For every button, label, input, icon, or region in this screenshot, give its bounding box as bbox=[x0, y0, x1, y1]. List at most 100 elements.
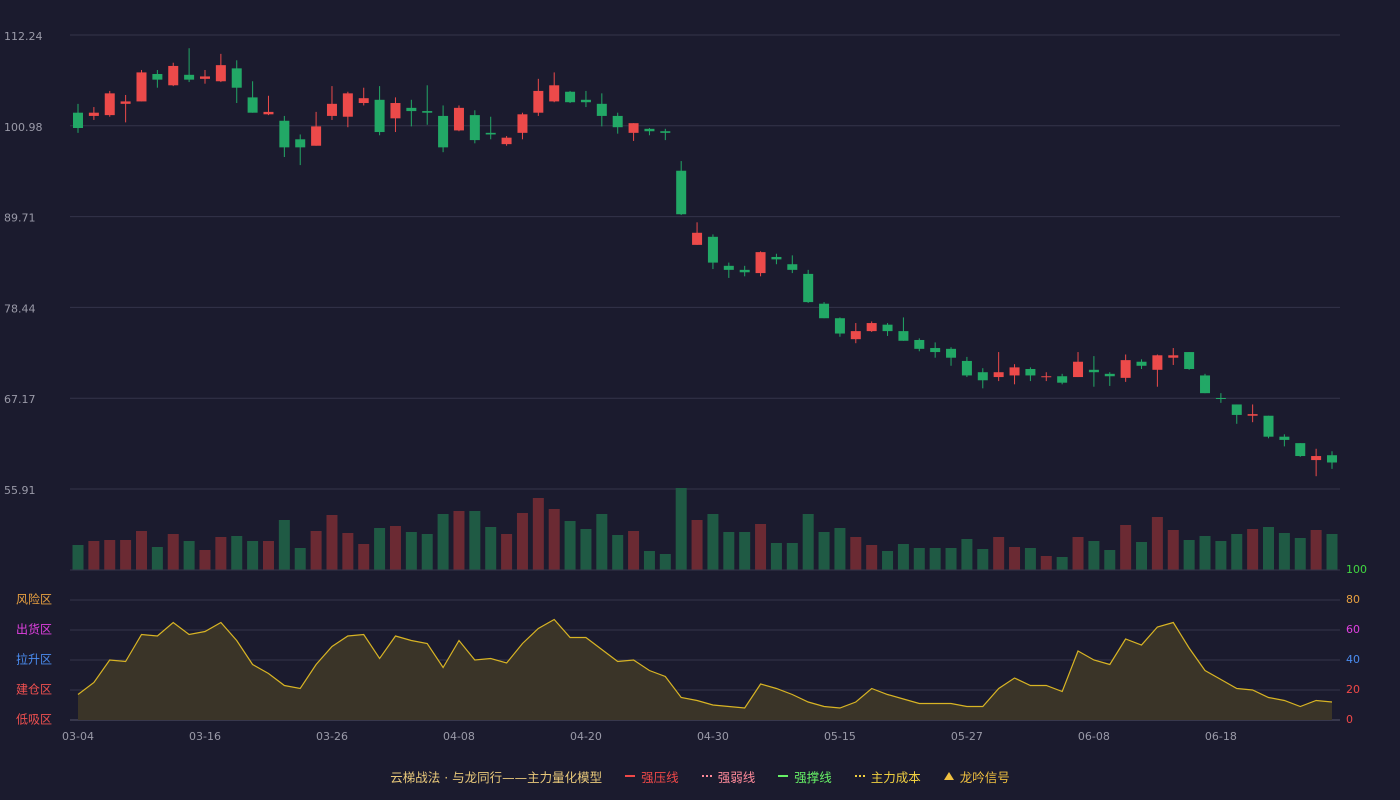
legend: 云梯战法 · 与龙同行——主力量化模型 强压线 强弱线 强撑线 主力成本 龙吟信号 bbox=[0, 766, 1400, 786]
volume-bar bbox=[707, 514, 719, 570]
volume-bar bbox=[1294, 538, 1306, 570]
volume-bar bbox=[135, 531, 147, 570]
legend-label: 强撑线 bbox=[794, 769, 832, 785]
legend-item[interactable]: 强压线 bbox=[624, 767, 679, 786]
volume-bar bbox=[564, 521, 576, 570]
candle-body bbox=[565, 91, 576, 103]
candle-body bbox=[184, 74, 195, 80]
candle-body bbox=[1120, 360, 1131, 378]
volume-bar bbox=[1136, 542, 1148, 570]
candle-body bbox=[676, 170, 687, 215]
volume-bar bbox=[231, 536, 243, 570]
legend-marker bbox=[943, 772, 954, 780]
volume-bar bbox=[247, 541, 259, 570]
volume-bar bbox=[596, 514, 608, 570]
candle-body bbox=[311, 126, 322, 146]
volume-bar bbox=[485, 527, 497, 570]
volume-bar bbox=[770, 543, 782, 570]
legend-title: 云梯战法 · 与龙同行——主力量化模型 bbox=[390, 767, 602, 786]
candle-body bbox=[453, 107, 464, 131]
candle-body bbox=[1168, 355, 1179, 358]
volume-bar bbox=[818, 532, 830, 570]
volume-bar bbox=[786, 543, 798, 570]
candle-body bbox=[517, 114, 528, 133]
x-tick-label: 05-15 bbox=[824, 730, 856, 743]
volume-bar bbox=[262, 541, 274, 570]
legend-item[interactable]: 主力成本 bbox=[854, 767, 921, 786]
volume-bar bbox=[1104, 550, 1116, 570]
x-tick-label: 03-16 bbox=[189, 730, 221, 743]
legend-item[interactable]: 龙吟信号 bbox=[943, 767, 1010, 786]
candle-body bbox=[692, 232, 703, 245]
y2-tick-label: 100 bbox=[1346, 563, 1367, 576]
x-tick-label: 05-27 bbox=[951, 730, 983, 743]
legend-item[interactable]: 强弱线 bbox=[701, 767, 755, 786]
candle-body bbox=[390, 103, 401, 119]
candle-body bbox=[850, 331, 861, 340]
volume-bar bbox=[1024, 548, 1036, 570]
volume-bar bbox=[913, 548, 925, 570]
candle-body bbox=[549, 85, 560, 102]
volume-bar bbox=[1199, 536, 1211, 570]
volume-bar bbox=[151, 547, 163, 570]
volume-bar bbox=[1247, 529, 1259, 570]
x-tick-label: 06-08 bbox=[1078, 730, 1110, 743]
chart: 112.24 100.98 89.71 78.44 67.17 55.91 0 20 40 60 8… bbox=[4, 30, 1367, 743]
volume-bar bbox=[215, 537, 227, 570]
candle-body bbox=[739, 269, 750, 273]
candle-body bbox=[660, 131, 671, 133]
candle-body bbox=[707, 236, 718, 263]
volume-bar bbox=[183, 541, 195, 570]
candle-body bbox=[1263, 415, 1274, 437]
volume-bar bbox=[167, 534, 179, 570]
candle-body bbox=[1231, 404, 1242, 415]
candle-body bbox=[898, 331, 909, 341]
candle-body bbox=[787, 264, 798, 270]
volume-bar bbox=[326, 515, 338, 570]
candle-body bbox=[358, 98, 369, 104]
x-tick-label: 03-26 bbox=[316, 730, 348, 743]
volume-bar bbox=[278, 520, 290, 570]
candle-body bbox=[1025, 368, 1036, 376]
legend-label: 主力成本 bbox=[870, 769, 921, 785]
indicator-line bbox=[77, 618, 1333, 709]
candle-body bbox=[612, 115, 623, 128]
volume-bar bbox=[612, 535, 624, 570]
legend-item[interactable]: 强撑线 bbox=[777, 767, 832, 786]
legend-icon bbox=[854, 775, 865, 777]
candle-body bbox=[755, 252, 766, 274]
candle-body bbox=[723, 265, 734, 270]
candle-body bbox=[946, 348, 957, 358]
volume-bar bbox=[977, 549, 989, 570]
legend-icon bbox=[625, 775, 636, 777]
candle-body bbox=[1041, 376, 1052, 378]
candle-body bbox=[263, 111, 274, 115]
candle-body bbox=[485, 132, 496, 135]
volume-bar bbox=[866, 545, 878, 570]
y-tick-label: 67.17 bbox=[4, 393, 36, 406]
volume-bar bbox=[421, 534, 433, 570]
candle-body bbox=[1184, 352, 1195, 369]
candle-body bbox=[834, 318, 845, 334]
candle-body bbox=[231, 68, 242, 88]
candle-body bbox=[1215, 398, 1226, 400]
candle-body bbox=[168, 65, 179, 86]
candle-body bbox=[1327, 455, 1337, 463]
candle-body bbox=[136, 72, 147, 102]
candle-body bbox=[866, 323, 877, 332]
zone-label: 低吸区 bbox=[16, 713, 52, 727]
legend-label: 龙吟信号 bbox=[959, 769, 1010, 785]
volume-bar bbox=[882, 551, 894, 570]
candle-body bbox=[104, 93, 115, 116]
volume-bar bbox=[1009, 547, 1021, 570]
y2-tick-label: 0 bbox=[1346, 713, 1353, 726]
candle-body bbox=[438, 115, 449, 148]
volume-bar bbox=[1072, 537, 1084, 570]
volume-bar bbox=[532, 498, 544, 570]
candle-body bbox=[993, 372, 1004, 378]
legend-icon bbox=[701, 775, 712, 777]
candle-body bbox=[199, 76, 210, 79]
candle-body bbox=[469, 115, 480, 141]
candle-body bbox=[1073, 361, 1084, 378]
candle-body bbox=[819, 303, 830, 319]
